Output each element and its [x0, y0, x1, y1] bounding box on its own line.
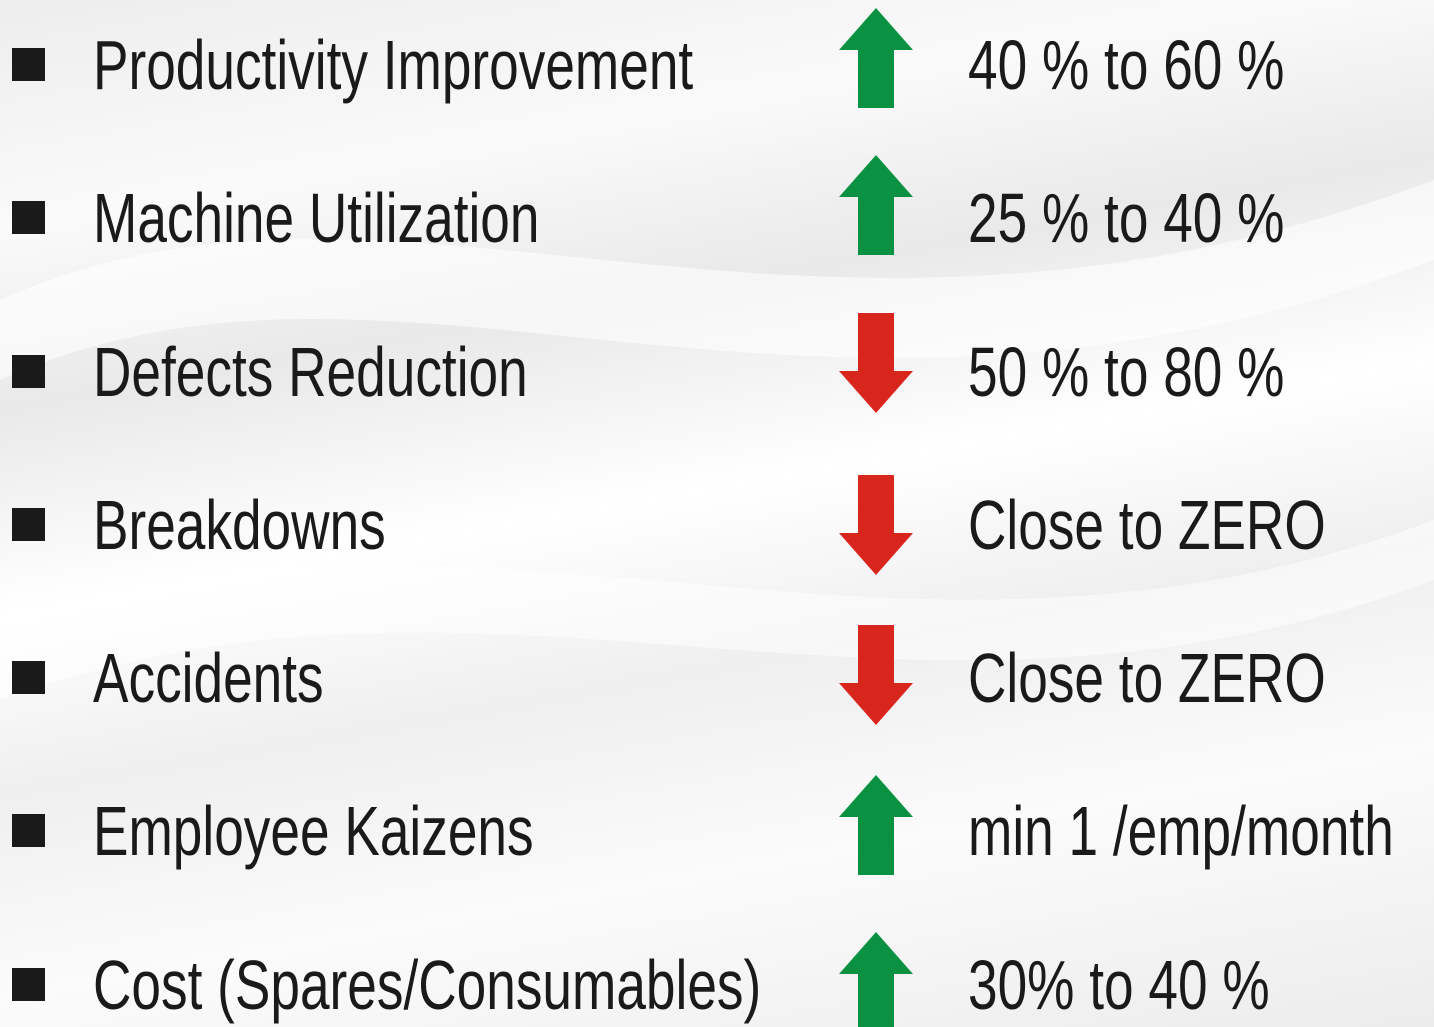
label: Employee Kaizens — [93, 792, 534, 870]
arrow-up — [839, 8, 913, 108]
value: 25 % to 40 % — [968, 179, 1285, 257]
label: Breakdowns — [93, 486, 386, 564]
arrow-up — [839, 155, 913, 255]
bullet — [12, 508, 45, 541]
arrow-up — [839, 932, 913, 1027]
arrow-down — [839, 625, 913, 725]
bullet — [12, 661, 45, 694]
value: 40 % to 60 % — [968, 26, 1285, 104]
value: 50 % to 80 % — [968, 333, 1285, 411]
bullet — [12, 201, 45, 234]
bullet — [12, 968, 45, 1001]
arrow-up — [839, 775, 913, 875]
arrow-down — [839, 475, 913, 575]
value: 30% to 40 % — [968, 946, 1270, 1024]
label: Accidents — [93, 639, 324, 717]
value: min 1 /emp/month — [968, 792, 1394, 870]
label: Machine Utilization — [93, 179, 540, 257]
label: Productivity Improvement — [93, 26, 694, 104]
bullet — [12, 48, 45, 81]
arrow-down — [839, 313, 913, 413]
bullet — [12, 814, 45, 847]
label: Defects Reduction — [93, 333, 528, 411]
value: Close to ZERO — [968, 639, 1326, 717]
value: Close to ZERO — [968, 486, 1326, 564]
label: Cost (Spares/Consumables) — [93, 946, 762, 1024]
bullet — [12, 355, 45, 388]
